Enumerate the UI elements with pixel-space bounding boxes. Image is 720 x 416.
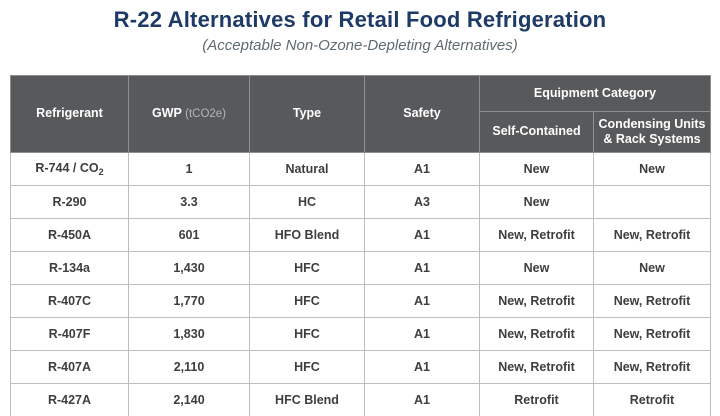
refrigerant-cell: R-407C	[10, 284, 129, 318]
condensing-units-cell	[593, 185, 711, 219]
co2-subscript: 2	[98, 167, 104, 177]
safety-cell: A3	[364, 185, 480, 219]
self-contained-cell: New, Retrofit	[479, 218, 594, 252]
table-body: R-744 / CO2 1 Natural A1 New New R-290 3.3 HC A3 N…	[10, 152, 711, 416]
refrigerant-cell: R-407F	[10, 317, 129, 351]
self-contained-cell: New, Retrofit	[479, 350, 594, 384]
gwp-cell: 601	[128, 218, 250, 252]
header-type: Type	[249, 75, 365, 153]
safety-cell: A1	[364, 251, 480, 285]
page-title: R-22 Alternatives for Retail Food Refrig…	[113, 7, 607, 32]
table-row: R-407F 1,830 HFC A1 New, Retrofit New, Retrof…	[10, 317, 711, 351]
type-cell: HFC	[249, 251, 365, 285]
header-equipment-category: Equipment Category	[479, 74, 711, 113]
header-gwp-unit: (tCO2e)	[185, 108, 227, 121]
gwp-cell: 2,110	[128, 350, 250, 384]
type-cell: HFC	[249, 317, 365, 351]
gwp-cell: 3.3	[128, 185, 250, 219]
condensing-units-cell: New, Retrofit	[593, 284, 711, 318]
header-refrigerant: Refrigerant	[10, 75, 129, 153]
self-contained-cell: New, Retrofit	[479, 284, 594, 318]
table-row: R-744 / CO2 1 Natural A1 New New	[10, 152, 711, 186]
safety-cell: A1	[364, 152, 480, 186]
gwp-cell: 1	[128, 152, 250, 186]
type-cell: HFC Blend	[249, 383, 365, 416]
safety-cell: A1	[364, 218, 480, 252]
page-subtitle: (Acceptable Non-Ozone-Depleting Alternat…	[202, 37, 518, 54]
refrigerant-cell: R-407A	[10, 350, 129, 384]
type-cell: Natural	[249, 152, 365, 186]
type-cell: HFC	[249, 350, 365, 384]
refrigerant-cell: R-290	[10, 185, 129, 219]
type-cell: HFO Blend	[249, 218, 365, 252]
condensing-units-cell: New	[593, 152, 711, 186]
header-gwp: GWP (tCO2e)	[128, 75, 250, 153]
table-row: R-407C 1,770 HFC A1 New, Retrofit New, Retrof…	[10, 284, 711, 318]
header-condensing-units: Condensing Units & Rack Systems	[593, 111, 711, 153]
safety-cell: A1	[364, 284, 480, 318]
safety-cell: A1	[364, 317, 480, 351]
safety-cell: A1	[364, 350, 480, 384]
self-contained-cell: New, Retrofit	[479, 317, 594, 351]
self-contained-cell: New	[479, 185, 594, 219]
refrigerant-cell: R-450A	[10, 218, 129, 252]
self-contained-cell: New	[479, 251, 594, 285]
refrigerant-alternatives-table: Refrigerant GWP (tCO2e) Type Safety Equi…	[10, 74, 711, 416]
condensing-units-cell: New, Retrofit	[593, 350, 711, 384]
table-header: Refrigerant GWP (tCO2e) Type Safety Equi…	[10, 74, 711, 153]
infographic-page: R-22 Alternatives for Retail Food Refrig…	[0, 7, 720, 416]
gwp-cell: 1,770	[128, 284, 250, 318]
gwp-cell: 1,430	[128, 251, 250, 285]
table-row: R-427A 2,140 HFC Blend A1 Retrofit Retrofit	[10, 383, 711, 416]
type-cell: HC	[249, 185, 365, 219]
condensing-units-cell: New, Retrofit	[593, 317, 711, 351]
table-row: R-290 3.3 HC A3 New	[10, 185, 711, 219]
table-row: R-450A 601 HFO Blend A1 New, Retrofit New, Re…	[10, 218, 711, 252]
gwp-cell: 1,830	[128, 317, 250, 351]
refrigerant-cell: R-134a	[10, 251, 129, 285]
table-row: R-407A 2,110 HFC A1 New, Retrofit New, Retrof…	[10, 350, 711, 384]
gwp-cell: 2,140	[128, 383, 250, 416]
refrigerant-cell: R-427A	[10, 383, 129, 416]
refrigerant-cell: R-744 / CO2	[10, 152, 129, 186]
self-contained-cell: Retrofit	[479, 383, 594, 416]
header-self-contained: Self-Contained	[479, 111, 594, 153]
condensing-units-cell: Retrofit	[593, 383, 711, 416]
table-row: R-134a 1,430 HFC A1 New New	[10, 251, 711, 285]
header-gwp-label: GWP	[151, 106, 182, 121]
safety-cell: A1	[364, 383, 480, 416]
self-contained-cell: New	[479, 152, 594, 186]
header-safety: Safety	[364, 75, 480, 153]
type-cell: HFC	[249, 284, 365, 318]
condensing-units-cell: New	[593, 251, 711, 285]
condensing-units-cell: New, Retrofit	[593, 218, 711, 252]
